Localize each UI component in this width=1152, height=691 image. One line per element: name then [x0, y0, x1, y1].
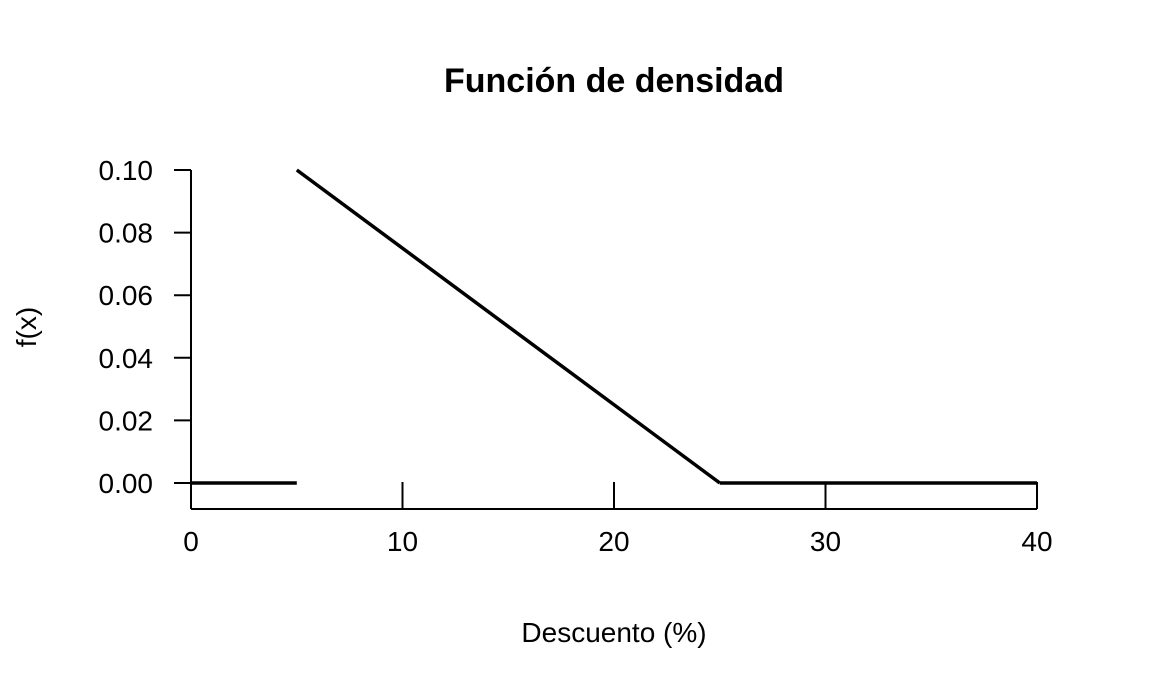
- chart-title: Función de densidad: [444, 62, 784, 100]
- y-axis: 0.00 0.02 0.04 0.06 0.08 0.10: [99, 155, 192, 499]
- x-axis-label: Descuento (%): [521, 617, 706, 648]
- y-tick-label: 0.10: [99, 155, 154, 186]
- x-tick-label: 0: [183, 526, 199, 557]
- x-tick-label: 20: [598, 526, 629, 557]
- x-tick-label: 40: [1021, 526, 1052, 557]
- y-tick-label: 0.00: [99, 468, 154, 499]
- y-tick-label: 0.08: [99, 218, 154, 249]
- x-axis: 0 10 20 30 40: [183, 482, 1053, 557]
- x-tick-label: 30: [810, 526, 841, 557]
- y-axis-label: f(x): [11, 307, 42, 347]
- density-line-density: [295, 168, 721, 485]
- y-tick-label: 0.04: [99, 343, 154, 374]
- x-tick-label: 10: [387, 526, 418, 557]
- y-tick-label: 0.06: [99, 280, 154, 311]
- plot-series: [191, 168, 1037, 485]
- y-tick-label: 0.02: [99, 405, 154, 436]
